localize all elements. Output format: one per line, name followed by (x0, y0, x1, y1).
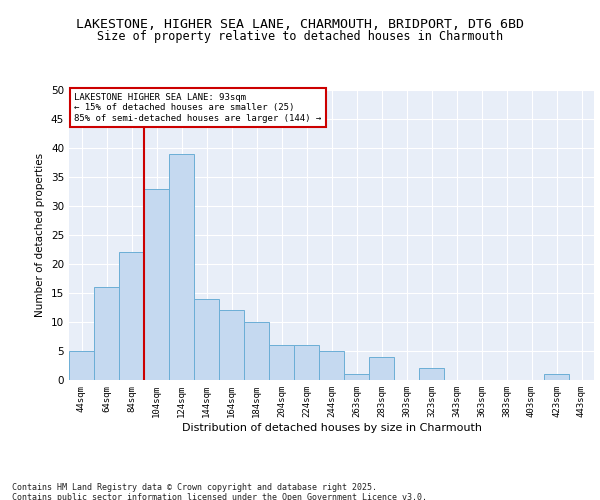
Bar (419, 368, 444, 380)
Bar (119, 252, 144, 380)
Bar (94, 287, 119, 380)
Bar (269, 345, 294, 380)
Bar (69, 351, 94, 380)
Bar (144, 188, 169, 380)
Bar (369, 357, 394, 380)
Bar (169, 154, 194, 380)
X-axis label: Distribution of detached houses by size in Charmouth: Distribution of detached houses by size … (182, 422, 482, 432)
Y-axis label: Number of detached properties: Number of detached properties (35, 153, 46, 317)
Text: LAKESTONE HIGHER SEA LANE: 93sqm
← 15% of detached houses are smaller (25)
85% o: LAKESTONE HIGHER SEA LANE: 93sqm ← 15% o… (74, 93, 322, 122)
Bar (319, 351, 344, 380)
Bar (244, 322, 269, 380)
Text: Contains HM Land Registry data © Crown copyright and database right 2025.
Contai: Contains HM Land Registry data © Crown c… (12, 482, 427, 500)
Bar (544, 374, 569, 380)
Bar (294, 345, 319, 380)
Bar (344, 374, 369, 380)
Bar (219, 310, 244, 380)
Text: Size of property relative to detached houses in Charmouth: Size of property relative to detached ho… (97, 30, 503, 43)
Bar (194, 299, 219, 380)
Text: LAKESTONE, HIGHER SEA LANE, CHARMOUTH, BRIDPORT, DT6 6BD: LAKESTONE, HIGHER SEA LANE, CHARMOUTH, B… (76, 18, 524, 30)
